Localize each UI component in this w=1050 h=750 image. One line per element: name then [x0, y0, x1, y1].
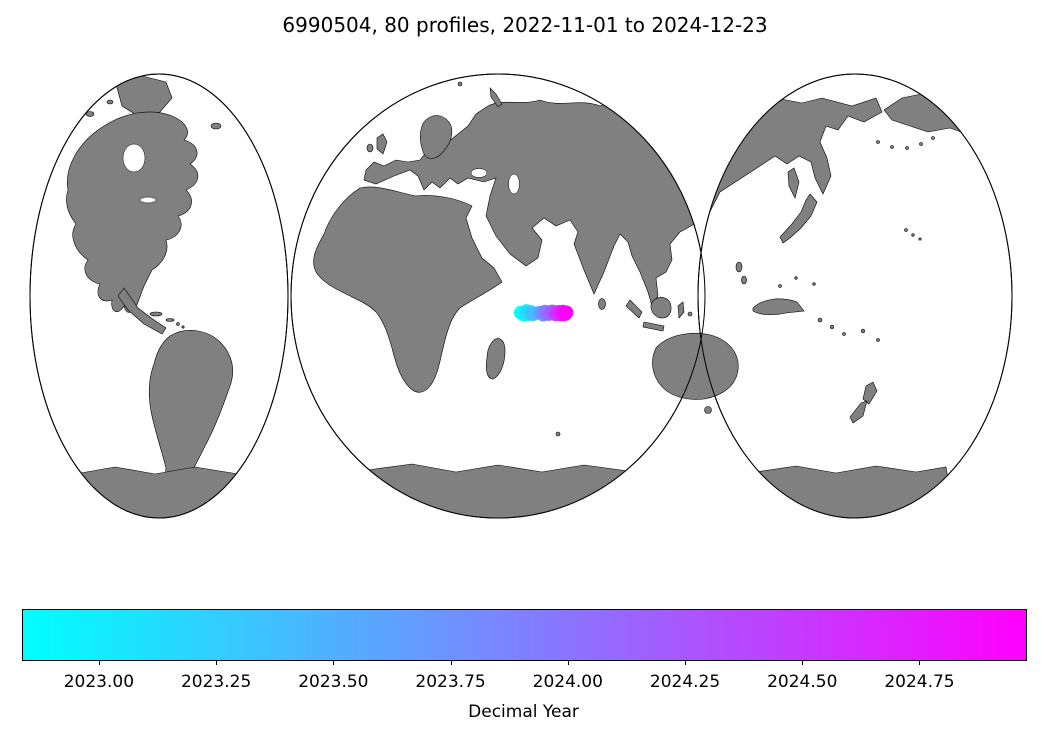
landmass-africa [313, 186, 503, 393]
landmass-antarctica-central [351, 463, 646, 518]
melanesia-island [829, 324, 835, 330]
island-novaya-zemlya [489, 87, 503, 108]
australia-land [652, 333, 739, 414]
americas-land [61, 75, 253, 518]
caspian-sea [508, 173, 520, 195]
landmass-greenland [115, 75, 173, 117]
arctic-island [85, 111, 95, 117]
colorbar-tick-label: 2024.50 [767, 672, 838, 692]
colorbar-tick-label: 2023.25 [180, 672, 252, 692]
micronesia-island [794, 276, 798, 280]
island-hispaniola [165, 318, 175, 322]
caribbean-island [181, 325, 185, 329]
great-lakes [139, 196, 157, 204]
island-maluku [687, 311, 693, 317]
island-sakhalin [787, 167, 800, 199]
island-svalbard [457, 81, 463, 87]
colorbar-tick-label: 2024.00 [532, 672, 603, 692]
lobe-outlines [29, 73, 1013, 519]
micronesia-island [778, 284, 782, 288]
island-philippines [735, 261, 743, 273]
island-tasmania [704, 406, 712, 414]
hudson-bay [122, 143, 146, 173]
island-borneo [650, 297, 672, 319]
arctic-island [92, 84, 104, 92]
hawaii-island [911, 233, 915, 237]
colorbar-tick-mark [802, 660, 804, 665]
colorbar-tick-mark [567, 660, 569, 665]
island-fiji [860, 328, 866, 334]
lobe-outline-americas [29, 73, 289, 519]
colorbar-tick-mark [98, 660, 100, 665]
colorbar-tick-label: 2024.75 [884, 672, 955, 692]
hawaii-island [918, 237, 922, 241]
island-cuba [149, 311, 163, 317]
hawaii-island [904, 228, 908, 232]
colorbar [22, 609, 1027, 661]
aleutian-island [905, 146, 909, 150]
colorbar-ticks: 2023.00 2023.25 2023.50 2023.75 2024.00 2024.… [22, 660, 1025, 700]
africa-eurasia-land [313, 81, 705, 518]
world-map [20, 70, 1030, 522]
island-japan [779, 193, 818, 244]
figure-title: 6990504, 80 profiles, 2022-11-01 to 2024… [282, 13, 768, 37]
colorbar-tick-mark [216, 660, 218, 665]
island-philippines [741, 275, 747, 285]
colorbar-tick-mark [685, 660, 687, 665]
landmass-north-america [66, 111, 199, 313]
island-britain [376, 133, 388, 155]
colorbar-label: Decimal Year [468, 702, 579, 722]
landmass-antarctica-west [61, 466, 253, 518]
profile-point [559, 305, 574, 320]
lobe-outline-pacific [697, 73, 1013, 519]
aleutian-island [931, 136, 935, 140]
landmass-scandinavia [419, 115, 453, 159]
melanesia-island [817, 317, 823, 323]
colorbar-tick-mark [450, 660, 452, 665]
colorbar-tick-label: 2023.50 [298, 672, 369, 692]
arctic-island [106, 99, 114, 105]
island-sumatra [625, 299, 643, 319]
island-java [642, 321, 665, 332]
colorbar-tick-mark [919, 660, 921, 665]
black-sea [470, 168, 488, 178]
melanesia-island [876, 338, 880, 342]
arctic-island [79, 95, 89, 101]
aleutian-island [890, 145, 894, 149]
island-new-zealand-south [849, 400, 868, 424]
island-sri-lanka [598, 298, 606, 310]
landmass-antarctica-east [745, 465, 959, 518]
landmass-australia [652, 333, 739, 400]
aleutian-island [876, 140, 880, 144]
profile-scatter-points [514, 304, 574, 322]
arctic-island [72, 111, 80, 117]
island-new-zealand-north [862, 381, 878, 405]
landmass-iceland [210, 122, 222, 130]
island-kerguelen [555, 431, 561, 437]
island-madagascar [485, 338, 506, 380]
colorbar-tick-mark [333, 660, 335, 665]
aleutian-island [919, 142, 923, 146]
lobe-outline-africa-eurasia [290, 73, 706, 519]
colorbar-tick-label: 2023.75 [415, 672, 486, 692]
world-map-svg [29, 73, 1013, 519]
island-new-guinea [752, 298, 805, 316]
colorbar-tick-label: 2023.00 [63, 672, 135, 692]
melanesia-island [842, 332, 846, 336]
island-sulawesi [677, 301, 685, 319]
landmass-central-america [117, 287, 167, 335]
island-ireland [366, 143, 374, 153]
colorbar-tick-label: 2024.25 [649, 672, 721, 692]
caribbean-island [176, 322, 180, 326]
micronesia-island [812, 282, 816, 286]
